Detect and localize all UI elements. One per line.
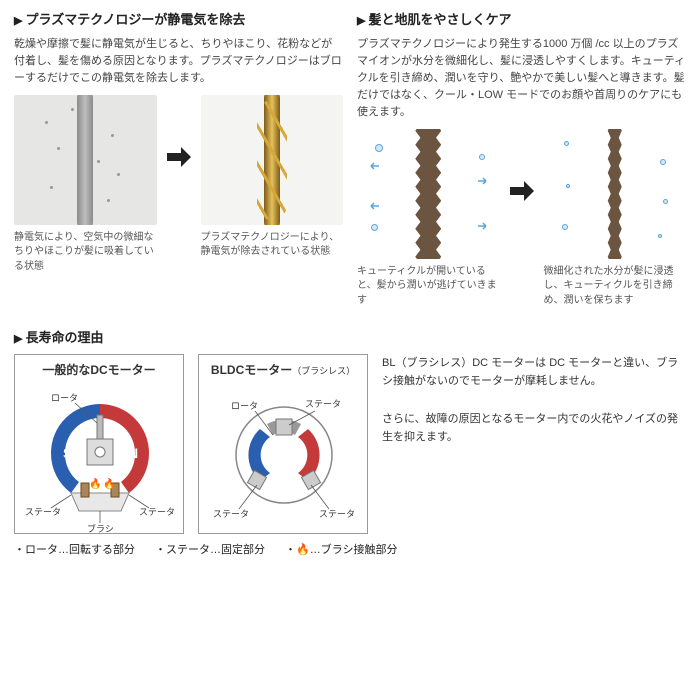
caption: 微細化された水分が髪に浸透し、キューティクルを引き締め、潤いを保ちます (544, 265, 687, 309)
legend-item: ・🔥…ブラシ接触部分 (285, 542, 397, 559)
svg-text:ステータ: ステータ (319, 509, 355, 519)
section3-p1: BL（ブラシレス）DC モーターは DC モーターと違い、ブラシ接触がないのでモ… (382, 354, 686, 391)
motor2-title: BLDCモーター（ブラシレス） (205, 361, 361, 379)
section2-title: ▶髪と地肌をやさしくケア (357, 10, 686, 30)
svg-text:ブラシ: ブラシ (87, 523, 114, 533)
section2-title-text: 髪と地肌をやさしくケア (368, 12, 511, 27)
svg-text:ステータ: ステータ (139, 507, 175, 517)
caption: 静電気により、空気中の微細なちりやほこりが髪に吸着している状態 (14, 231, 157, 275)
section-moisture: ▶髪と地肌をやさしくケア プラズマテクノロジーにより発生する1000 万個 /c… (357, 10, 686, 308)
motor-bldc-box: BLDCモーター（ブラシレス） S N ロータ ステータ ステータ ステータ (198, 354, 368, 534)
svg-text:🔥: 🔥 (89, 477, 101, 490)
hair-strand-grey (77, 95, 93, 225)
svg-text:ステータ: ステータ (25, 507, 61, 517)
caption: キューティクルが開いていると、髪から潤いが逃げていきます (357, 265, 500, 309)
section2-captions: キューティクルが開いていると、髪から潤いが逃げていきます 微細化された水分が髪に… (357, 265, 686, 309)
motor-legend: ・ロータ…回転する部分 ・ステータ…固定部分 ・🔥…ブラシ接触部分 (14, 542, 686, 559)
section-longevity: ▶長寿命の理由 一般的なDCモーター S N 🔥 🔥 ロー (14, 328, 686, 558)
motor-bldc-diagram: S N ロータ ステータ ステータ ステータ (205, 383, 363, 533)
motor2-title-main: BLDCモーター (211, 363, 292, 377)
section1-images (14, 95, 343, 225)
motor-dc-box: 一般的なDCモーター S N 🔥 🔥 ロータ ステータ (14, 354, 184, 534)
panel-clean-hair (201, 95, 344, 225)
legend-item: ・ロータ…回転する部分 (14, 542, 135, 559)
section2-desc: プラズマテクノロジーにより発生する1000 万個 /cc 以上のプラズマイオンが… (357, 36, 686, 121)
legend-item: ・ステータ…固定部分 (155, 542, 265, 559)
svg-text:ステータ: ステータ (305, 399, 341, 409)
motor2-title-sub: （ブラシレス） (292, 366, 355, 376)
section1-captions: 静電気により、空気中の微細なちりやほこりが髪に吸着している状態 プラズマテクノロ… (14, 231, 343, 275)
svg-text:ロータ: ロータ (231, 401, 258, 411)
section3-p2: さらに、故障の原因となるモーター内での火花やノイズの発生を抑えます。 (382, 410, 686, 447)
arrow-icon (163, 143, 195, 177)
section3-title: ▶長寿命の理由 (14, 328, 686, 348)
svg-text:S: S (63, 445, 72, 461)
panel-closed-cuticle (544, 129, 687, 259)
cuticle-closed (605, 129, 625, 259)
svg-text:N: N (128, 445, 138, 461)
panel-dusty-hair (14, 95, 157, 225)
motor1-title: 一般的なDCモーター (21, 361, 177, 379)
svg-text:S: S (261, 449, 270, 464)
svg-text:🔥: 🔥 (103, 477, 115, 490)
label-rotor: ロータ (51, 393, 78, 403)
section2-images (357, 129, 686, 259)
panel-open-cuticle (357, 129, 500, 259)
top-columns: ▶プラズマテクノロジーが静電気を除去 乾燥や摩擦で髪に静電気が生じると、ちりやほ… (14, 10, 686, 308)
motor-row: 一般的なDCモーター S N 🔥 🔥 ロータ ステータ (14, 354, 686, 534)
triangle-icon: ▶ (14, 333, 22, 345)
arrow-icon (506, 177, 538, 211)
triangle-icon: ▶ (14, 15, 22, 27)
motor-dc-diagram: S N 🔥 🔥 ロータ ステータ ステータ ブラシ (21, 383, 179, 533)
cuticle-open (415, 129, 441, 259)
svg-text:ステータ: ステータ (213, 509, 249, 519)
gold-spiral (257, 100, 287, 220)
svg-text:N: N (298, 449, 307, 464)
caption: プラズマテクノロジーにより、静電気が除去されている状態 (201, 231, 344, 275)
section3-title-text: 長寿命の理由 (25, 330, 103, 345)
section-static: ▶プラズマテクノロジーが静電気を除去 乾燥や摩擦で髪に静電気が生じると、ちりやほ… (14, 10, 343, 308)
section1-title: ▶プラズマテクノロジーが静電気を除去 (14, 10, 343, 30)
section1-desc: 乾燥や摩擦で髪に静電気が生じると、ちりやほこり、花粉などが付着し、髪を傷める原因… (14, 36, 343, 87)
section3-text: BL（ブラシレス）DC モーターは DC モーターと違い、ブラシ接触がないのでモ… (382, 354, 686, 447)
section1-title-text: プラズマテクノロジーが静電気を除去 (25, 12, 245, 27)
triangle-icon: ▶ (357, 15, 365, 27)
